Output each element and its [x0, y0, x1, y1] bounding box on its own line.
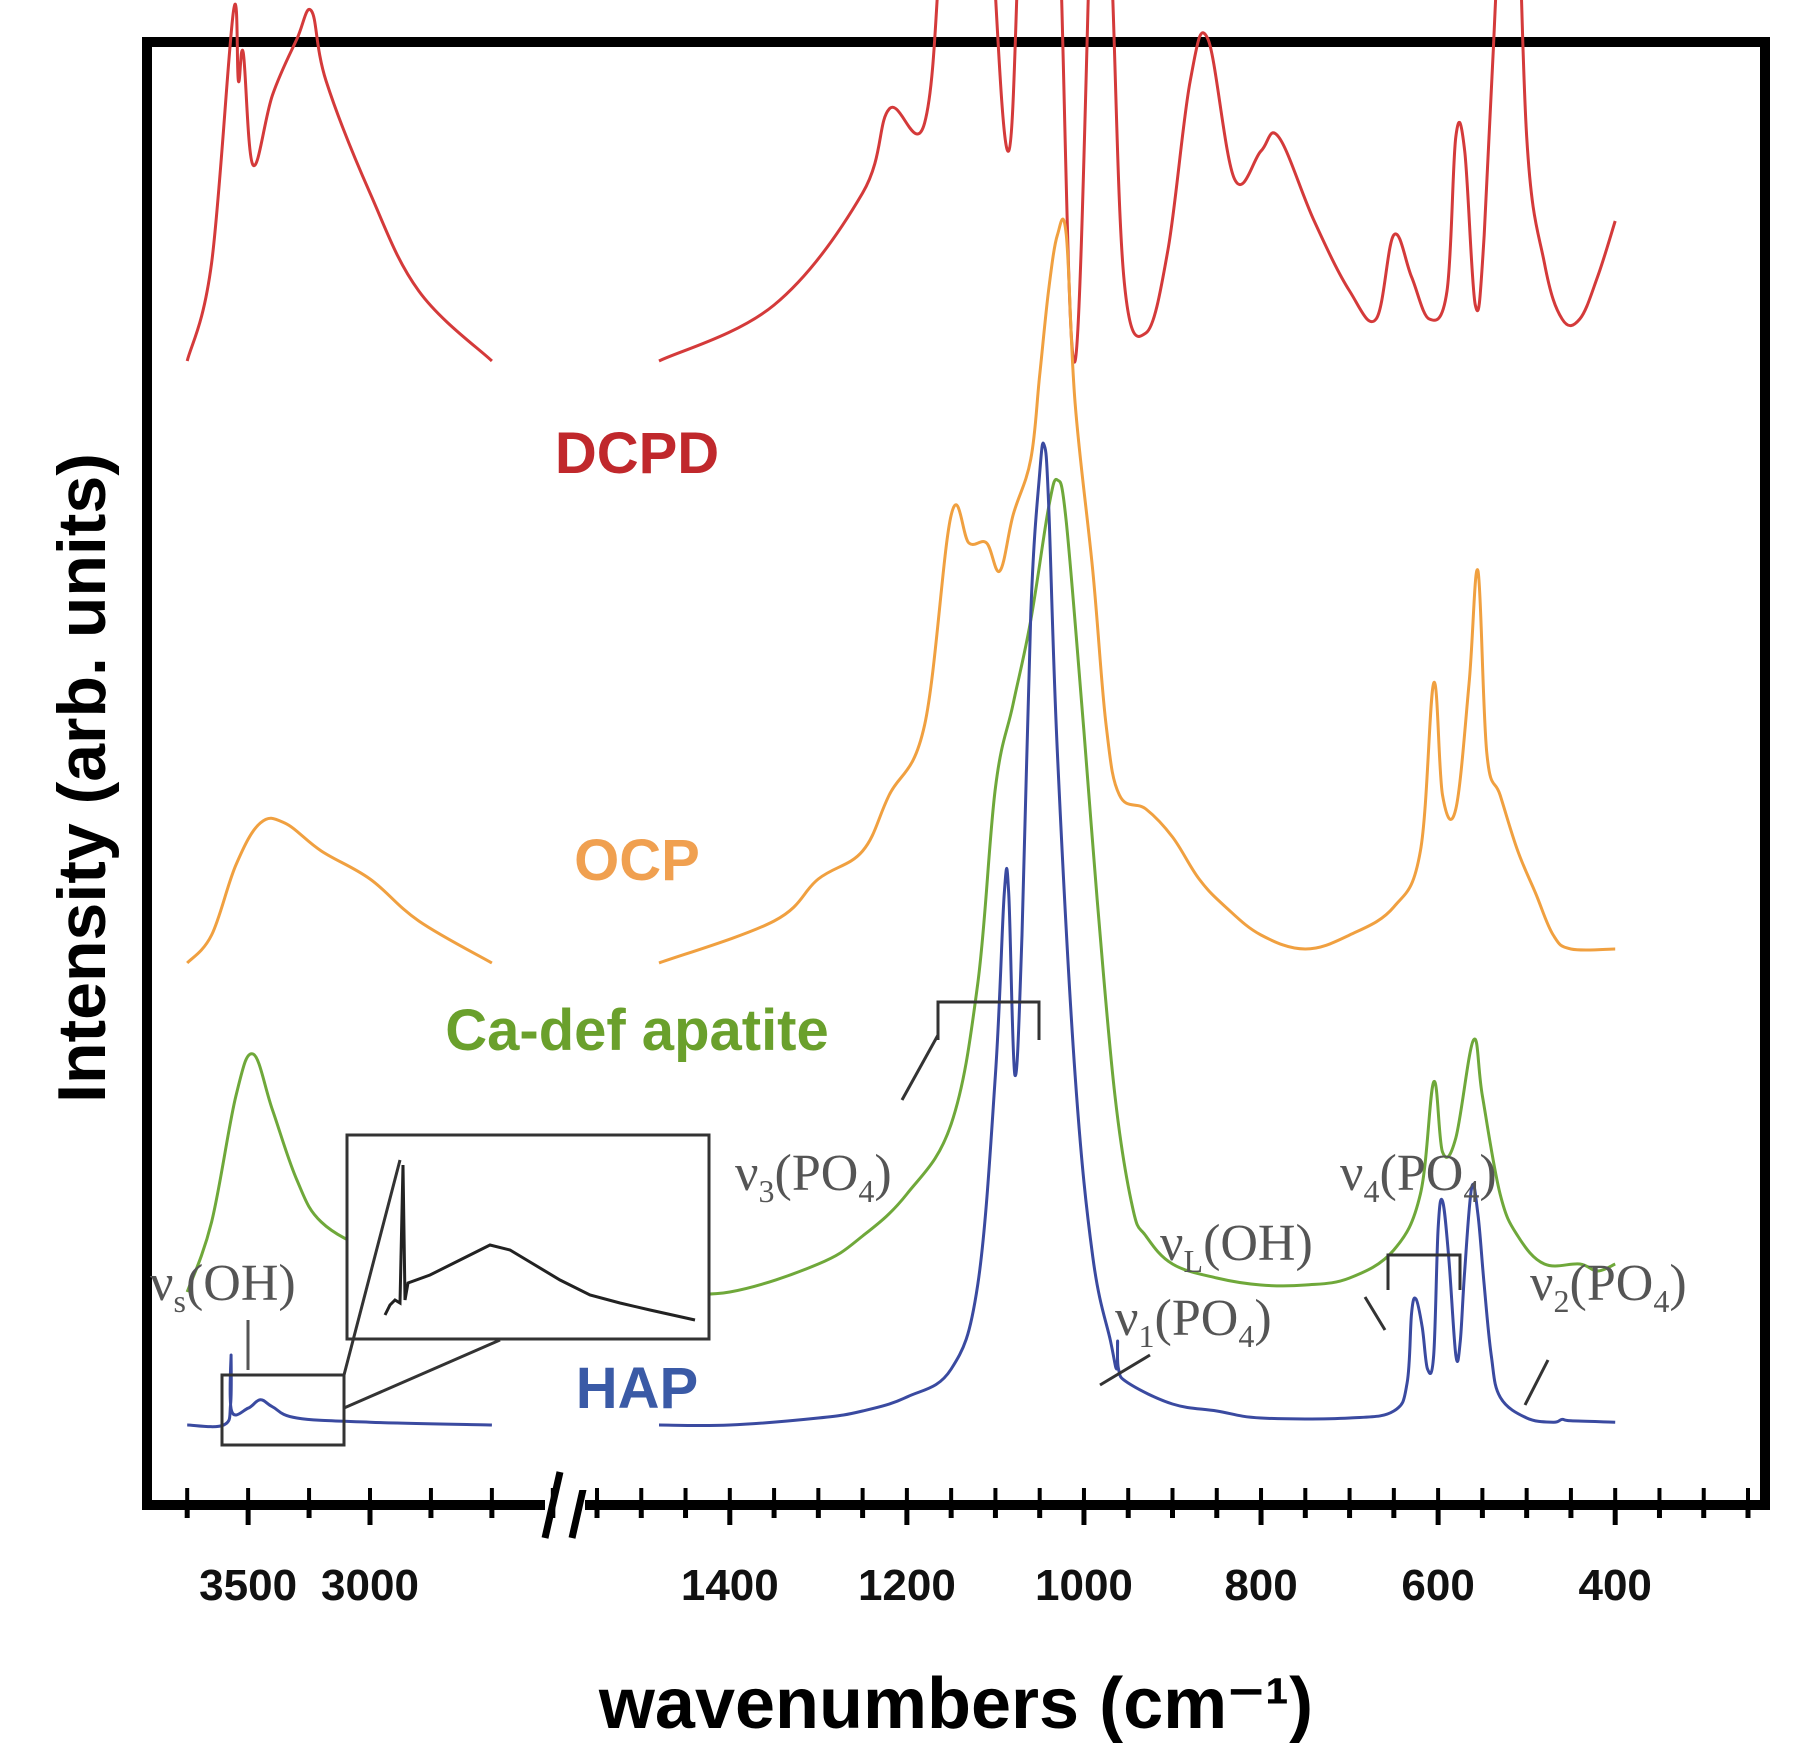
v1-leader: [1099, 1353, 1151, 1387]
oh-inset: [220, 1133, 711, 1447]
series-line-ocp-high: [186, 816, 493, 965]
annotation-vl-oh: νL(OH): [1160, 1215, 1313, 1279]
annotation-v2-po4: ν2(PO4): [1530, 1255, 1687, 1319]
v3-bracket: [900, 1000, 1041, 1101]
x-axis-title: wavenumbers (cm⁻¹): [598, 1664, 1313, 1744]
annotation-vs-oh: νs(OH): [150, 1255, 296, 1319]
x-tick-label-1200: 1200: [858, 1561, 956, 1610]
annotation-v4-po4: ν4(PO4): [1340, 1145, 1497, 1209]
inset-source-box: [220, 1373, 346, 1447]
annotation-v1-po4: ν1(PO4): [1115, 1290, 1272, 1354]
series-line-dcpd-low: [658, 0, 1617, 364]
series-label-ca-def-apatite: Ca-def apatite: [445, 998, 829, 1063]
x-tick-label-800: 800: [1224, 1561, 1297, 1610]
series-line-hap-high: [187, 1353, 492, 1429]
x-tick-label-400: 400: [1578, 1561, 1651, 1610]
series-line-hap-low: [658, 441, 1616, 1428]
series-label-hap: HAP: [576, 1356, 698, 1421]
inset-box: [345, 1133, 711, 1341]
v4-bracket: [1363, 1253, 1462, 1331]
plot-frame: [142, 37, 1770, 1510]
x-tick-label-600: 600: [1401, 1561, 1474, 1610]
annotation-v3-po4: ν3(PO4): [735, 1145, 892, 1209]
v2-leader: [1523, 1359, 1550, 1406]
series-label-dcpd: DCPD: [555, 421, 719, 486]
x-ticks: 3500 3000 1400 1200 1000 800 600 400: [184, 1488, 1751, 1610]
x-tick-label-3000: 3000: [321, 1561, 419, 1610]
x-tick-label-1000: 1000: [1035, 1561, 1133, 1610]
series-label-ocp: OCP: [574, 828, 700, 893]
series-line-ca-def-apatite-low: [658, 477, 1616, 1296]
series-line-dcpd-high: [185, 2, 493, 363]
x-tick-label-3500: 3500: [199, 1561, 297, 1610]
inset-curve: [383, 1164, 696, 1322]
x-tick-label-1400: 1400: [681, 1561, 779, 1610]
series-line-ocp-low: [658, 217, 1616, 965]
y-axis-title: Intensity (arb. units): [44, 453, 120, 1103]
